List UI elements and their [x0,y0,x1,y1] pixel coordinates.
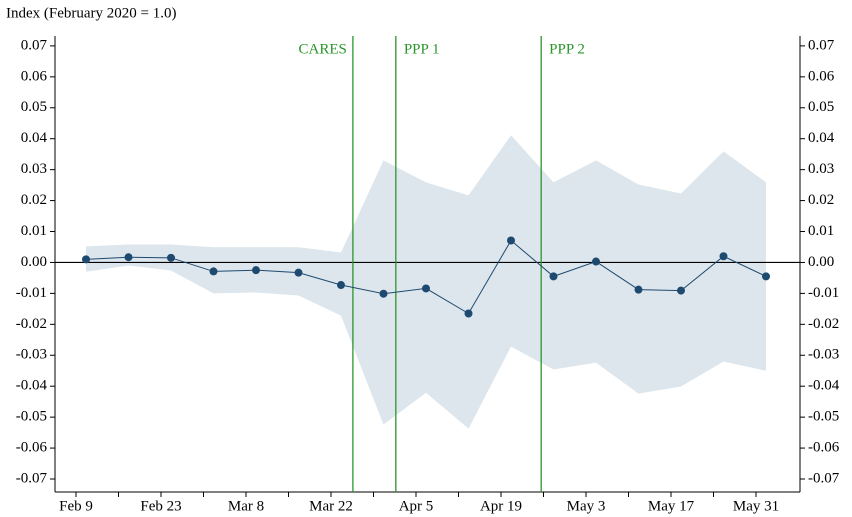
point [592,257,600,266]
y-tick-label: 0.02 [21,192,47,208]
y-tick-label: -0.01 [808,285,839,301]
y-tick-label: -0.02 [16,316,47,332]
point [677,286,685,295]
y-tick-label: 0.06 [808,68,835,84]
x-tick-label: May 31 [733,498,779,514]
y-tick-label: 0.07 [808,37,835,53]
y-tick-label: -0.06 [16,440,48,456]
point [209,267,218,276]
y-tick-label: -0.04 [808,378,840,394]
y-tick-label: 0.01 [808,223,834,239]
y-tick-label: 0.05 [808,99,834,115]
y-axis-label: Index (February 2020 = 1.0) [6,5,177,21]
y-tick-label: 0.00 [808,254,834,270]
x-tick-label: Mar 8 [228,498,264,514]
point [507,236,515,245]
point [252,266,260,275]
y-tick-label: -0.02 [808,316,839,332]
y-tick-label: 0.01 [21,223,47,239]
point [337,281,345,290]
point [762,272,770,281]
y-tick-label: -0.07 [16,470,48,486]
y-tick-label: 0.05 [21,99,47,115]
y-tick-label: 0.03 [808,161,834,177]
point [464,309,473,318]
y-tick-label: 0.04 [808,130,835,146]
y-tick-label: -0.03 [808,347,839,363]
y-tick-label: 0.04 [21,130,48,146]
x-tick-label: Apr 5 [399,498,434,514]
confidence-band [86,135,766,429]
event-label: PPP 2 [549,41,585,57]
point [167,253,175,262]
y-tick-label: 0.02 [808,192,834,208]
y-tick-label: -0.04 [16,378,48,394]
y-tick-label: -0.07 [808,470,840,486]
x-tick-label: May 3 [567,498,606,514]
point [719,252,728,261]
y-tick-label: -0.03 [16,347,47,363]
point [634,285,643,294]
point [422,284,430,293]
x-tick-label: Feb 9 [59,498,93,514]
y-tick-label: 0.06 [21,68,48,84]
x-tick-label: Apr 19 [480,498,522,514]
y-tick-label: -0.05 [16,409,47,425]
y-tick-label: 0.00 [21,254,47,270]
event-label: PPP 1 [404,41,440,57]
y-tick-label: -0.01 [16,285,47,301]
point [82,255,90,264]
y-tick-label: -0.05 [808,409,839,425]
x-tick-label: Feb 23 [140,498,181,514]
point [379,289,388,298]
point [124,253,133,262]
point [294,268,303,277]
x-tick-label: Mar 22 [309,498,353,514]
point [549,272,558,281]
y-tick-label: -0.06 [808,440,840,456]
y-tick-label: 0.03 [21,161,47,177]
x-tick-label: May 17 [648,498,695,514]
event-label: CARES [299,41,347,57]
y-tick-label: 0.07 [21,37,48,53]
